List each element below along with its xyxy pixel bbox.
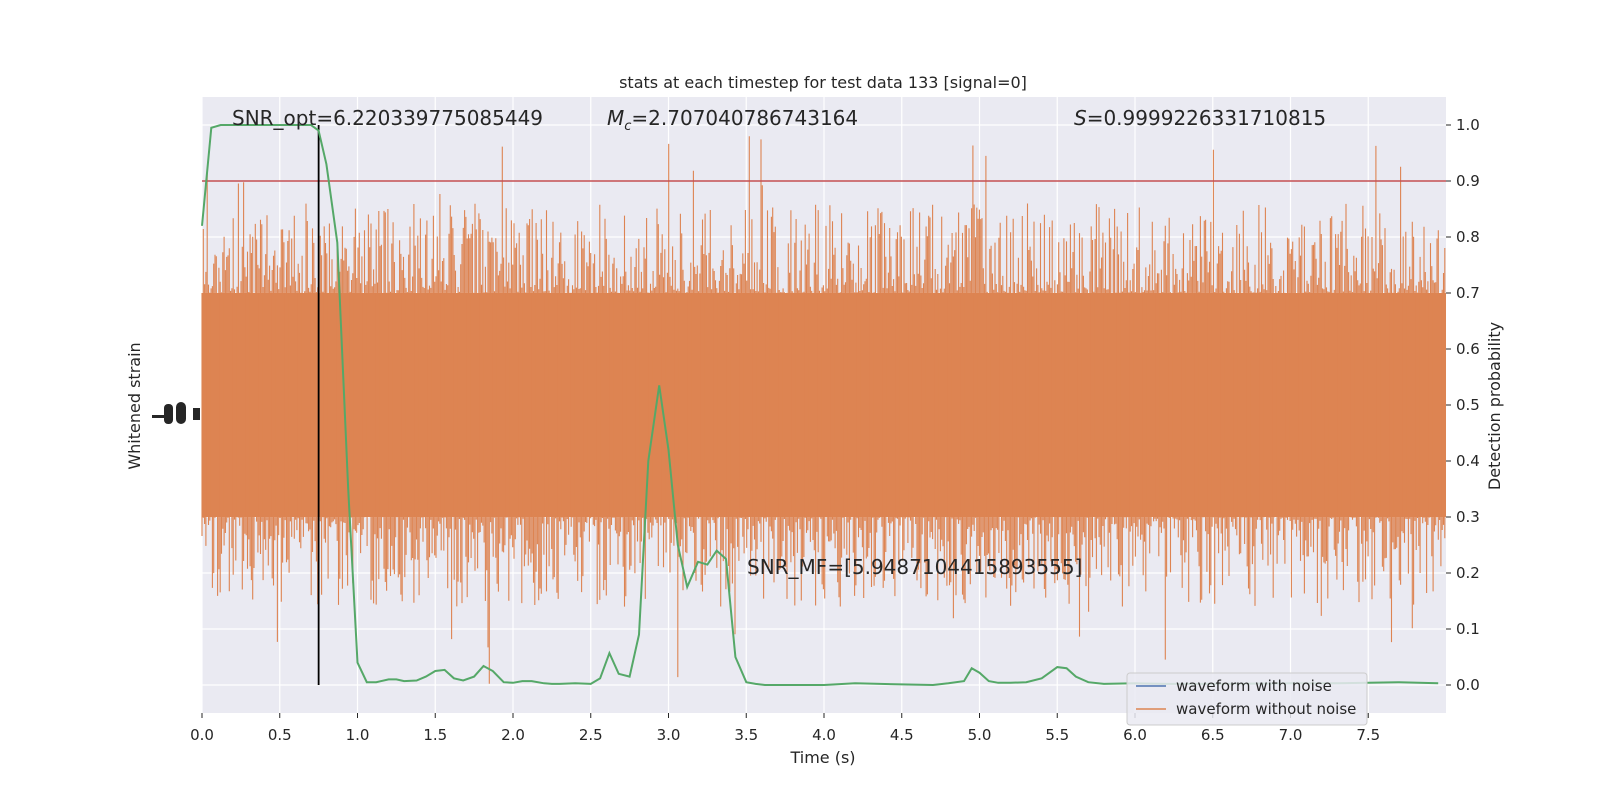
x-tick-label-0: 0.0 <box>190 726 214 744</box>
x-tick-label-9: 4.5 <box>890 726 914 744</box>
left-tick-clutter <box>152 402 200 424</box>
snr-mf-annotation: SNR_MF=[5.9487104415893555] <box>747 555 1082 579</box>
snr-opt-annotation: SNR_opt=6.220339775085449 <box>232 106 543 130</box>
y-right-ticks: 0.0 0.1 0.2 0.3 0.4 0.5 0.6 0.7 0.8 0.9 1.0 <box>1446 116 1480 694</box>
legend-label-with-noise: waveform with noise <box>1176 677 1332 695</box>
chirp-mass-subscript: c <box>624 119 631 134</box>
y-tick-label-0: 0.0 <box>1456 676 1480 694</box>
y-tick-label-2: 0.2 <box>1456 564 1480 582</box>
x-tick-label-3: 1.5 <box>423 726 447 744</box>
x-tick-label-15: 7.5 <box>1356 726 1380 744</box>
y-tick-label-4: 0.4 <box>1456 452 1480 470</box>
series-waveform-without-noise <box>201 136 1446 684</box>
x-ticks: 0.0 0.5 1.0 1.5 2.0 2.5 3.0 3.5 4.0 4.5 5.0 5.5 6.0 6… <box>190 713 1380 744</box>
x-tick-label-6: 3.0 <box>657 726 681 744</box>
y-tick-label-5: 0.5 <box>1456 396 1480 414</box>
x-tick-label-5: 2.5 <box>579 726 603 744</box>
y-tick-label-8: 0.8 <box>1456 228 1480 246</box>
y-tick-label-10: 1.0 <box>1456 116 1480 134</box>
chirp-mass-annotation: Mc=2.707040786743164 <box>607 106 858 134</box>
detection-probability-line <box>201 124 1439 687</box>
x-axis-label: Time (s) <box>789 748 855 767</box>
x-tick-label-11: 5.5 <box>1045 726 1069 744</box>
x-tick-label-1: 0.5 <box>268 726 292 744</box>
x-tick-label-14: 7.0 <box>1279 726 1303 744</box>
legend-label-without-noise: waveform without noise <box>1176 700 1356 718</box>
s-annotation: S=0.9999226331710815 <box>1074 106 1326 130</box>
y-tick-label-3: 0.3 <box>1456 508 1480 526</box>
s-symbol: S <box>1074 106 1087 130</box>
chirp-mass-value: =2.707040786743164 <box>631 106 858 130</box>
x-tick-label-13: 6.5 <box>1201 726 1225 744</box>
chart-title: stats at each timestep for test data 133… <box>619 73 1027 92</box>
x-tick-label-4: 2.0 <box>501 726 525 744</box>
y-tick-label-6: 0.6 <box>1456 340 1480 358</box>
y-tick-label-9: 0.9 <box>1456 172 1480 190</box>
x-tick-label-12: 6.0 <box>1123 726 1147 744</box>
y-right-axis-label: Detection probability <box>1485 322 1504 490</box>
x-tick-label-8: 4.0 <box>812 726 836 744</box>
y-tick-label-7: 0.7 <box>1456 284 1480 302</box>
noise-band <box>202 293 1446 517</box>
y-tick-label-1: 0.1 <box>1456 620 1480 638</box>
x-tick-label-2: 1.0 <box>346 726 370 744</box>
x-tick-label-7: 3.5 <box>734 726 758 744</box>
chirp-mass-symbol: M <box>607 106 624 130</box>
x-tick-label-10: 5.0 <box>968 726 992 744</box>
y-left-axis-label: Whitened strain <box>125 342 144 469</box>
overlay-lines <box>201 124 1446 687</box>
s-value: =0.9999226331710815 <box>1087 106 1326 130</box>
noise-spikes <box>201 136 1446 684</box>
legend: waveform with noise waveform without noi… <box>1126 672 1368 726</box>
